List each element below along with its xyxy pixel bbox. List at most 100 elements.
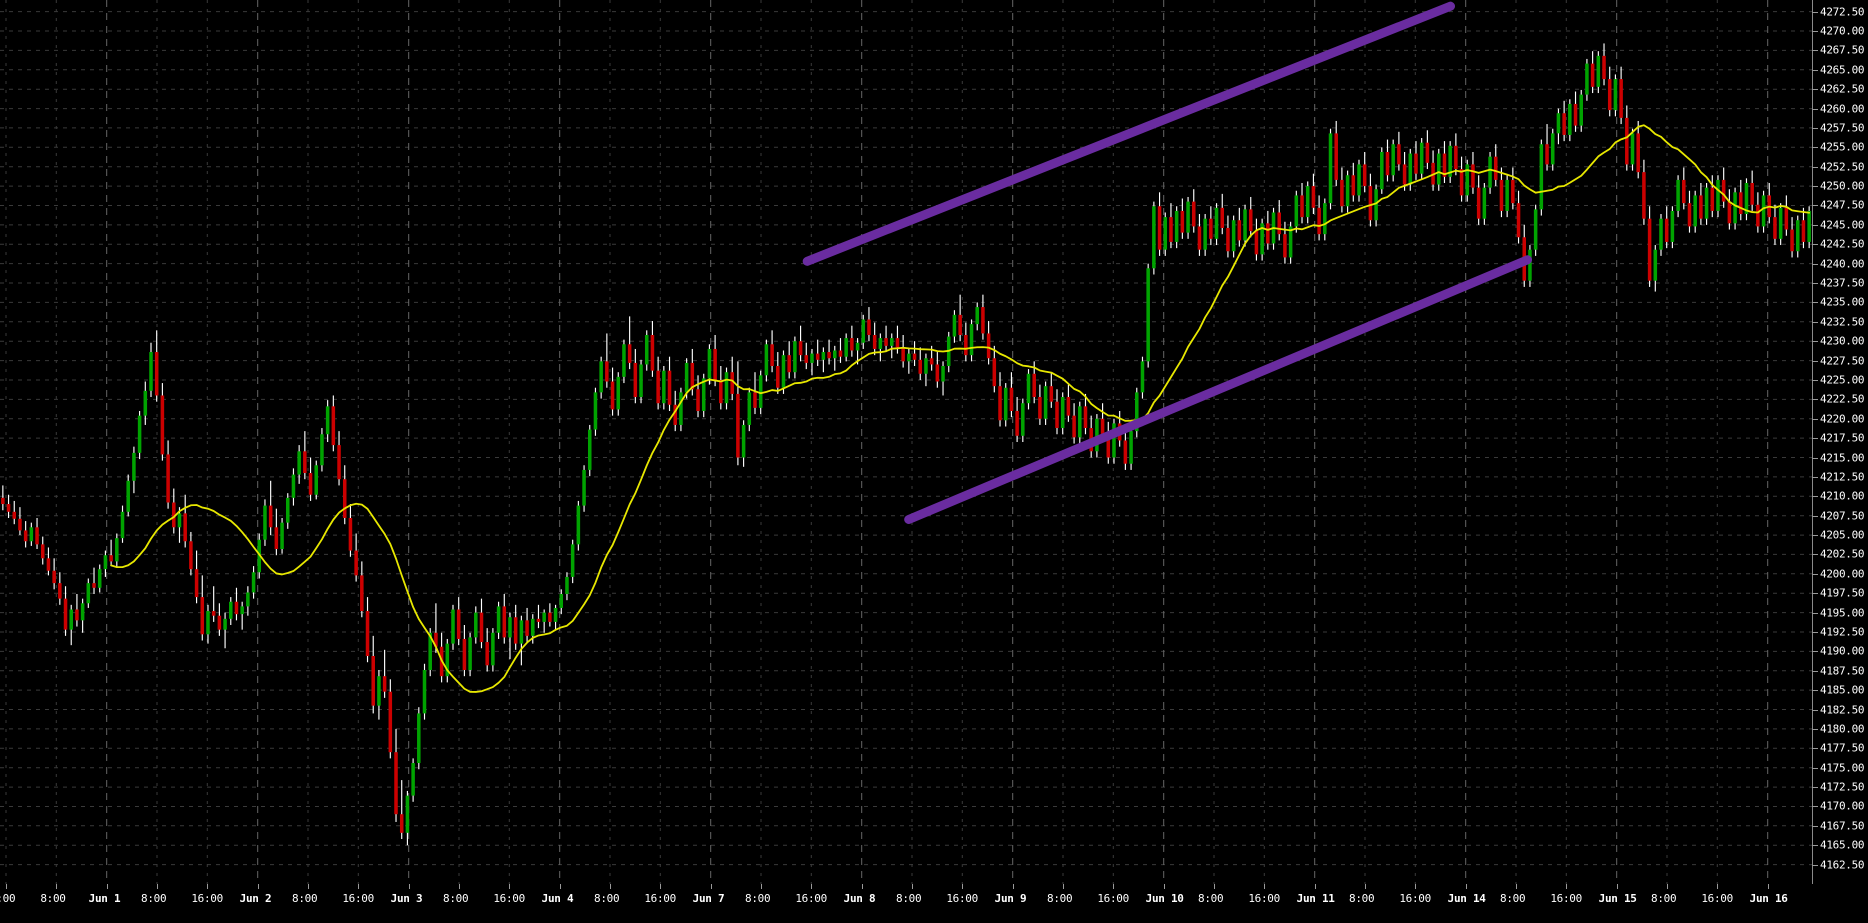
candle[interactable] — [479, 612, 484, 643]
candle[interactable] — [719, 379, 723, 404]
candle[interactable] — [285, 497, 290, 523]
candle[interactable] — [1049, 386, 1054, 402]
candle[interactable] — [1459, 169, 1464, 196]
candle[interactable] — [998, 386, 1002, 421]
candle[interactable] — [325, 406, 330, 435]
candle[interactable] — [308, 473, 313, 495]
candle[interactable] — [40, 544, 45, 559]
candle[interactable] — [633, 362, 638, 398]
candle[interactable] — [650, 334, 655, 371]
candle[interactable] — [474, 612, 478, 638]
candle[interactable] — [1237, 220, 1242, 241]
candle[interactable] — [730, 372, 734, 394]
candle[interactable] — [132, 452, 136, 481]
candle[interactable] — [1528, 249, 1532, 281]
candle[interactable] — [1545, 144, 1549, 165]
candle[interactable] — [1790, 229, 1794, 252]
candle[interactable] — [428, 632, 432, 670]
candle[interactable] — [553, 607, 558, 622]
candle[interactable] — [211, 611, 216, 616]
candle[interactable] — [1642, 172, 1646, 219]
candle[interactable] — [1157, 206, 1162, 250]
candle[interactable] — [1397, 144, 1401, 165]
candle[interactable] — [1585, 63, 1589, 95]
candle[interactable] — [1739, 192, 1743, 215]
candle[interactable] — [354, 550, 358, 576]
candle[interactable] — [69, 609, 73, 630]
candle[interactable] — [18, 518, 22, 531]
candle[interactable] — [274, 527, 279, 550]
candle[interactable] — [1186, 201, 1190, 233]
candle[interactable] — [525, 620, 529, 636]
candle[interactable] — [1163, 217, 1168, 250]
candle[interactable] — [542, 612, 546, 622]
candle[interactable] — [622, 344, 626, 377]
candle[interactable] — [1100, 418, 1105, 435]
candle[interactable] — [912, 353, 917, 360]
candle[interactable] — [981, 307, 985, 334]
candle[interactable] — [160, 395, 165, 455]
candle[interactable] — [1682, 179, 1686, 204]
candle[interactable] — [1795, 220, 1800, 252]
candle[interactable] — [616, 376, 621, 410]
candle[interactable] — [593, 392, 598, 430]
candle[interactable] — [975, 307, 979, 325]
candle[interactable] — [1362, 164, 1367, 187]
candle[interactable] — [895, 338, 900, 348]
candle[interactable] — [268, 505, 273, 528]
candle[interactable] — [1146, 268, 1150, 362]
candle[interactable] — [291, 474, 296, 498]
candle[interactable] — [1596, 55, 1601, 87]
candle[interactable] — [969, 324, 974, 356]
candle[interactable] — [166, 454, 170, 503]
candle[interactable] — [1550, 133, 1555, 165]
candle[interactable] — [1454, 145, 1458, 170]
candle[interactable] — [1266, 223, 1270, 244]
candle[interactable] — [656, 370, 660, 404]
candle[interactable] — [1328, 133, 1333, 204]
candle[interactable] — [320, 434, 324, 466]
candle[interactable] — [627, 344, 632, 363]
candle[interactable] — [1756, 204, 1760, 227]
candle[interactable] — [1248, 209, 1253, 232]
candle[interactable] — [1562, 113, 1566, 135]
candle[interactable] — [1294, 195, 1299, 227]
candle[interactable] — [690, 362, 695, 390]
candle[interactable] — [1112, 423, 1116, 458]
candle[interactable] — [1231, 220, 1236, 252]
candle[interactable] — [804, 355, 809, 363]
candle[interactable] — [154, 352, 159, 396]
candle[interactable] — [1357, 164, 1361, 196]
candle[interactable] — [781, 355, 786, 388]
candle[interactable] — [1716, 179, 1720, 211]
price-axis[interactable]: 4272.50 4270.00 4267.50 4265.00 4262.50 4260.… — [1812, 0, 1868, 884]
trendline-channel[interactable] — [802, 1, 1532, 524]
candle[interactable] — [1590, 63, 1595, 87]
candle[interactable] — [833, 350, 837, 359]
candle[interactable] — [126, 480, 130, 512]
candle[interactable] — [662, 370, 666, 404]
candle[interactable] — [1773, 217, 1777, 239]
candle[interactable] — [86, 583, 91, 604]
candle[interactable] — [793, 341, 797, 373]
candle[interactable] — [787, 355, 791, 373]
candle[interactable] — [1448, 145, 1452, 177]
candle[interactable] — [456, 609, 461, 639]
candle[interactable] — [417, 713, 421, 764]
candle[interactable] — [263, 505, 267, 540]
candle[interactable] — [1203, 218, 1207, 250]
candle[interactable] — [929, 358, 934, 365]
candle[interactable] — [75, 609, 79, 621]
chart-canvas[interactable] — [0, 0, 1812, 884]
candle[interactable] — [565, 576, 569, 594]
candle[interactable] — [1488, 156, 1492, 188]
candle[interactable] — [172, 502, 176, 528]
candle[interactable] — [850, 338, 854, 351]
candle[interactable] — [1380, 151, 1384, 190]
candle[interactable] — [149, 352, 153, 391]
candle[interactable] — [462, 638, 467, 670]
candle[interactable] — [445, 643, 450, 677]
candle[interactable] — [810, 353, 814, 363]
candle[interactable] — [1243, 209, 1247, 241]
candle[interactable] — [1482, 187, 1487, 219]
